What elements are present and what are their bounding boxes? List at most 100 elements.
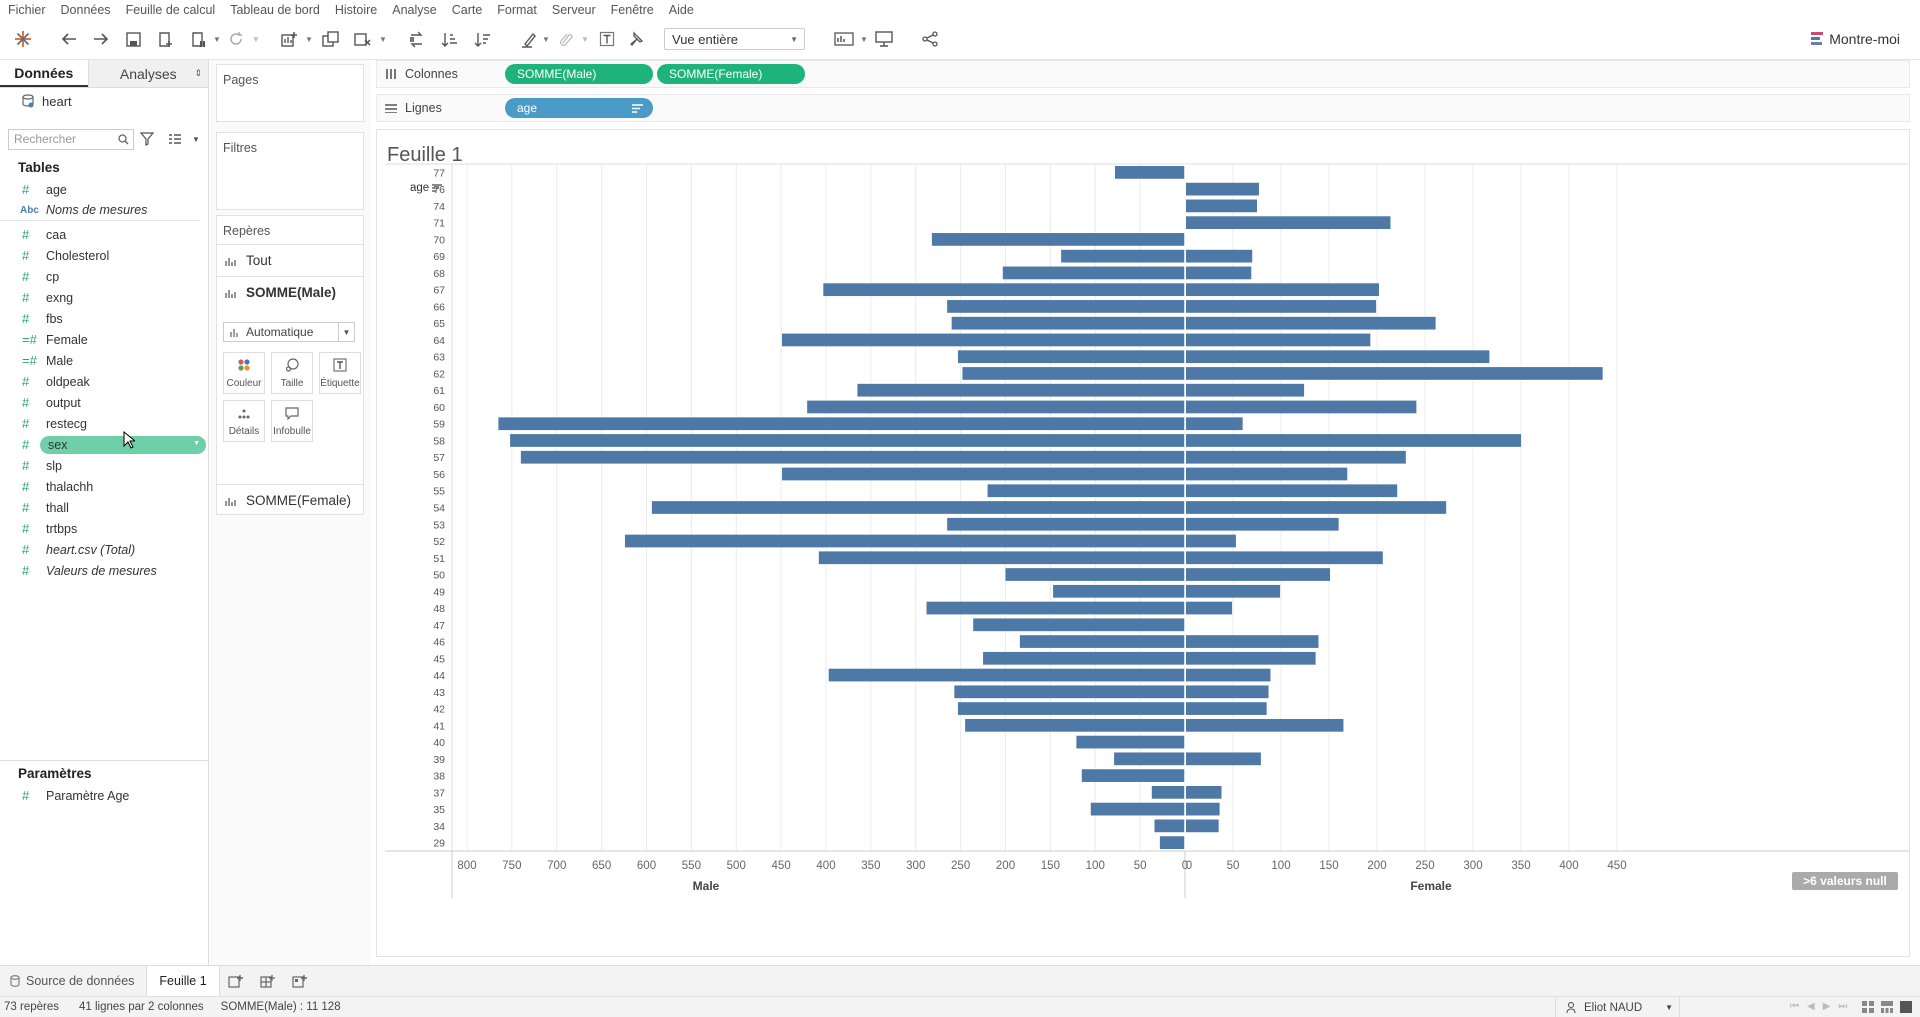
chevron-down-icon[interactable]: ▼ xyxy=(252,34,260,44)
last-sheet-icon[interactable]: ⏭ xyxy=(1838,1001,1848,1012)
chevron-down-icon[interactable]: ▼ xyxy=(860,34,868,44)
menu-item[interactable]: Format xyxy=(497,3,537,17)
chevron-down-icon[interactable]: ▼ xyxy=(542,34,550,44)
sort-ascending-icon[interactable] xyxy=(438,26,460,52)
detail-button[interactable]: Détails xyxy=(223,400,265,442)
group-members-icon[interactable] xyxy=(555,26,577,52)
tooltip-button[interactable]: Infobulle xyxy=(271,400,313,442)
new-story-icon[interactable] xyxy=(284,966,316,997)
refresh-icon[interactable] xyxy=(225,26,247,52)
tab-datasource[interactable]: Source de données xyxy=(0,966,146,997)
field-item[interactable]: # thall xyxy=(0,497,208,518)
field-item[interactable]: # Cholesterol xyxy=(0,245,208,266)
field-item[interactable]: # restecg xyxy=(0,413,208,434)
tab-data[interactable]: Données xyxy=(0,60,88,87)
sort-descending-icon[interactable] xyxy=(471,26,493,52)
show-cards-icon[interactable] xyxy=(832,26,856,52)
field-item[interactable]: # trtbps xyxy=(0,518,208,539)
field-item[interactable]: # slp xyxy=(0,455,208,476)
pause-updates-icon[interactable] xyxy=(188,26,210,52)
menu-item[interactable]: Aide xyxy=(668,3,694,17)
view-options-icon[interactable] xyxy=(168,133,182,145)
field-item[interactable]: # cp xyxy=(0,266,208,287)
field-item[interactable]: =# Male xyxy=(0,350,208,371)
show-me-button[interactable]: Montre-moi xyxy=(1811,28,1900,50)
prev-sheet-icon[interactable]: ◀ xyxy=(1807,1001,1815,1012)
chevron-down-icon[interactable]: ▼ xyxy=(581,34,589,44)
menu-item[interactable]: Carte xyxy=(451,3,483,17)
search-input[interactable]: Rechercher xyxy=(8,128,134,150)
color-button[interactable]: Couleur xyxy=(223,352,265,394)
tab-analytics[interactable]: Analyses ⇕ xyxy=(87,60,208,87)
next-sheet-icon[interactable]: ▶ xyxy=(1822,1001,1831,1012)
new-dashboard-icon[interactable] xyxy=(252,966,284,997)
menu-item[interactable]: Serveur xyxy=(551,3,596,17)
field-item[interactable]: # age xyxy=(0,179,208,200)
user-menu[interactable]: Eliot NAUD ▼ xyxy=(1555,997,1680,1017)
filmstrip-view-icon[interactable] xyxy=(1881,1001,1893,1013)
marks-female-row[interactable]: SOMME(Female) xyxy=(217,484,363,516)
pill-sum-male[interactable]: SOMME(Male) xyxy=(505,64,653,84)
columns-shelf[interactable]: Colonnes SOMME(Male) SOMME(Female) xyxy=(376,60,1910,88)
show-mark-labels-icon[interactable] xyxy=(596,26,618,52)
menu-item[interactable]: Tableau de bord xyxy=(230,3,320,17)
undo-icon[interactable] xyxy=(58,26,80,52)
chevron-down-icon[interactable]: ▼ xyxy=(305,34,313,44)
tabs-view-icon[interactable] xyxy=(1900,1001,1912,1013)
tab-sheet-1[interactable]: Feuille 1 xyxy=(146,965,220,997)
null-values-badge[interactable]: >6 valeurs null xyxy=(1792,872,1898,890)
menu-item[interactable]: Fichier xyxy=(8,3,46,17)
swap-rows-columns-icon[interactable] xyxy=(405,26,427,52)
chevron-down-icon[interactable]: ▼ xyxy=(192,134,200,144)
highlight-icon[interactable] xyxy=(518,26,540,52)
pill-sum-female[interactable]: SOMME(Female) xyxy=(657,64,805,84)
chevron-down-icon[interactable]: ▼ xyxy=(193,440,200,447)
field-item[interactable]: =# Female xyxy=(0,329,208,350)
row-header-age[interactable]: age xyxy=(410,182,443,194)
marks-male-row[interactable]: SOMME(Male) xyxy=(217,276,363,308)
datasource-item[interactable]: heart xyxy=(0,88,208,114)
first-sheet-icon[interactable]: ⏮ xyxy=(1790,1001,1799,1012)
new-worksheet-icon[interactable] xyxy=(220,966,252,997)
marks-all-row[interactable]: Tout xyxy=(217,244,363,276)
menu-item[interactable]: Analyse xyxy=(392,3,437,17)
menu-item[interactable]: Feuille de calcul xyxy=(125,3,216,17)
tableau-logo-icon[interactable] xyxy=(12,26,34,52)
fix-axes-pin-icon[interactable] xyxy=(625,26,647,52)
redo-icon[interactable] xyxy=(90,26,112,52)
share-icon[interactable] xyxy=(919,26,941,52)
new-datasource-icon[interactable] xyxy=(155,26,177,52)
field-item[interactable]: # thalachh xyxy=(0,476,208,497)
grid-view-icon[interactable] xyxy=(1862,1001,1874,1013)
duplicate-sheet-icon[interactable] xyxy=(319,26,341,52)
menu-item[interactable]: Données xyxy=(60,3,111,17)
pages-card[interactable]: Pages xyxy=(216,64,364,122)
menu-item[interactable]: Histoire xyxy=(334,3,378,17)
pill-age[interactable]: age xyxy=(505,98,653,118)
parameter-item[interactable]: # Paramètre Age xyxy=(0,785,209,806)
label-button[interactable]: Étiquette xyxy=(319,352,361,394)
size-button[interactable]: Taille xyxy=(271,352,313,394)
mark-type-select[interactable]: Automatique ▼ xyxy=(223,322,355,342)
field-item[interactable]: # sex ▼ xyxy=(0,434,208,455)
menu-item[interactable]: Fenêtre xyxy=(610,3,654,17)
field-item[interactable]: # output xyxy=(0,392,208,413)
chevron-down-icon[interactable]: ▼ xyxy=(379,34,387,44)
field-item[interactable]: # caa xyxy=(0,224,208,245)
field-item[interactable]: Abc Noms de mesures xyxy=(0,200,200,221)
filter-icon[interactable] xyxy=(140,132,154,146)
sort-arrows-icon[interactable]: ⇕ xyxy=(194,68,202,78)
filters-card[interactable]: Filtres xyxy=(216,132,364,210)
new-sheet-icon[interactable] xyxy=(278,26,300,52)
field-item[interactable]: # heart.csv (Total) xyxy=(0,539,208,560)
field-item[interactable]: # Valeurs de mesures xyxy=(0,560,208,581)
presentation-mode-icon[interactable] xyxy=(873,26,895,52)
fit-view-select[interactable]: Vue entière ▼ xyxy=(664,28,805,50)
rows-shelf[interactable]: ageLignes age xyxy=(376,94,1910,122)
clear-sheet-icon[interactable] xyxy=(351,26,373,52)
chevron-down-icon[interactable]: ▼ xyxy=(213,34,221,44)
field-item[interactable]: # exng xyxy=(0,287,208,308)
save-icon[interactable] xyxy=(122,26,144,52)
field-item[interactable]: # fbs xyxy=(0,308,208,329)
field-item[interactable]: # oldpeak xyxy=(0,371,208,392)
